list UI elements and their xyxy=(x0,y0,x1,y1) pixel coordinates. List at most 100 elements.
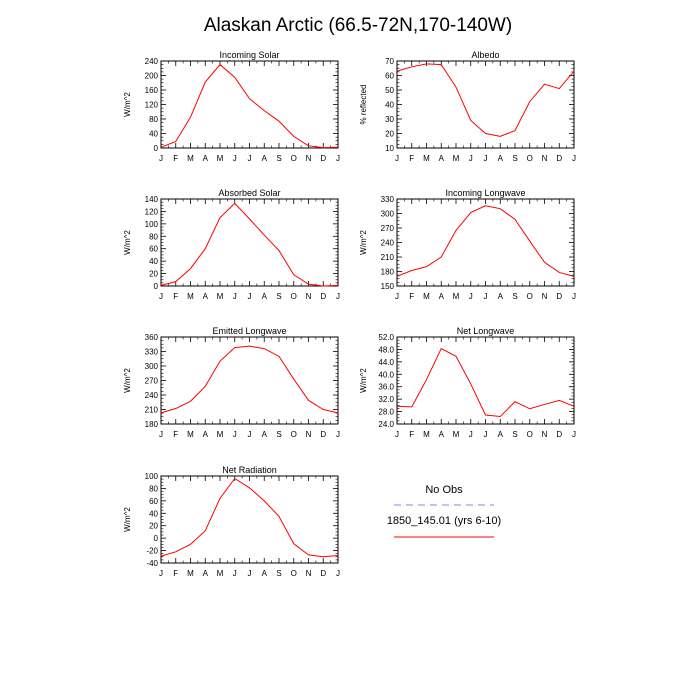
panel-incoming-longwave-series-line xyxy=(396,205,575,277)
panel-net-longwave-ytick-label: 40.0 xyxy=(378,370,394,379)
panel-albedo-xtick-label: N xyxy=(542,154,548,163)
panel-net-longwave-ytick-label: 44.0 xyxy=(378,358,394,367)
panel-net-longwave-ytick-label: 24.0 xyxy=(378,420,394,429)
panel-albedo-xtick-label: J xyxy=(572,154,576,163)
panel-net-radiation-ytick-label: 0 xyxy=(154,534,159,543)
panel-emitted-longwave-xtick-label: M xyxy=(187,430,194,439)
panel-albedo-xtick-label: A xyxy=(439,154,445,163)
panel-net-radiation-xtick-label: M xyxy=(187,569,194,578)
panel-incoming-solar-xtick-label: A xyxy=(203,154,209,163)
panel-net-longwave-xtick-label: J xyxy=(484,430,488,439)
panel-net-radiation-ylabel: W/m^2 xyxy=(123,507,132,532)
panel-emitted-longwave-xtick-label: M xyxy=(217,430,224,439)
panel-incoming-longwave-ytick-label: 300 xyxy=(381,210,395,219)
panel-incoming-longwave-xtick-label: M xyxy=(423,292,430,301)
panel-incoming-solar-xtick-label: F xyxy=(173,154,178,163)
panel-net-longwave-xtick-label: J xyxy=(395,430,399,439)
panel-albedo-xtick-label: M xyxy=(423,154,430,163)
panel-net-longwave-ytick-label: 28.0 xyxy=(378,408,394,417)
panel-incoming-solar-xtick-label: J xyxy=(233,154,237,163)
panel-incoming-longwave-xtick-label: J xyxy=(395,292,399,301)
panel-incoming-longwave-ytick-label: 150 xyxy=(381,282,395,291)
panel-absorbed-solar-ytick-label: 40 xyxy=(149,257,158,266)
panel-net-longwave-ylabel: W/m^2 xyxy=(359,368,368,393)
panel-emitted-longwave-series-line xyxy=(160,345,339,414)
panel-absorbed-solar-frame xyxy=(160,198,339,287)
panel-emitted-longwave-xtick-label: N xyxy=(306,430,312,439)
panel-emitted-longwave-xtick-label: J xyxy=(233,430,237,439)
panel-net-radiation-xtick-label: F xyxy=(173,569,178,578)
panel-incoming-longwave-xtick-label: D xyxy=(556,292,562,301)
panel-emitted-longwave-xtick-label: O xyxy=(291,430,297,439)
panel-incoming-solar-ytick-label: 40 xyxy=(149,130,158,139)
panel-albedo-xtick-label: O xyxy=(527,154,533,163)
panel-net-radiation-xtick-label: J xyxy=(233,569,237,578)
panel-emitted-longwave-xtick-label: A xyxy=(203,430,209,439)
legend-obs-label: No Obs xyxy=(425,484,463,496)
panel-net-radiation-ytick-label: 40 xyxy=(149,509,158,518)
panel-net-longwave-xtick-label: O xyxy=(527,430,533,439)
panel-incoming-solar-xtick-label: O xyxy=(291,154,297,163)
panel-emitted-longwave-ytick-label: 240 xyxy=(145,391,159,400)
panel-net-longwave-title: Net Longwave xyxy=(457,326,515,336)
panel-incoming-solar-xtick-label: J xyxy=(336,154,340,163)
panel-incoming-longwave-xtick-label: M xyxy=(453,292,460,301)
panel-incoming-solar-ytick-label: 120 xyxy=(145,101,159,110)
panel-incoming-solar-xtick-label: D xyxy=(320,154,326,163)
panel-net-radiation-frame xyxy=(160,475,339,564)
panel-absorbed-solar-xtick-label: O xyxy=(291,292,297,301)
panel-albedo-ytick-label: 30 xyxy=(385,115,394,124)
figure-title: Alaskan Arctic (66.5-72N,170-140W) xyxy=(204,15,512,36)
panel-incoming-longwave-ytick-label: 270 xyxy=(381,224,395,233)
panel-incoming-solar-ytick-label: 80 xyxy=(149,115,158,124)
panel-absorbed-solar-ytick-label: 80 xyxy=(149,232,158,241)
panel-net-longwave-xtick-label: J xyxy=(469,430,473,439)
panel-incoming-solar-ytick-label: 0 xyxy=(154,144,159,153)
panel-emitted-longwave-ytick-label: 330 xyxy=(145,348,159,357)
panel-absorbed-solar-xtick-label: S xyxy=(276,292,281,301)
panel-net-longwave-xtick-label: N xyxy=(542,430,548,439)
panel-incoming-solar-xtick-label: M xyxy=(187,154,194,163)
panel-albedo-series-line xyxy=(396,63,575,137)
panel-incoming-longwave-ytick-label: 240 xyxy=(381,239,395,248)
panel-net-radiation-xtick-label: O xyxy=(291,569,297,578)
panel-net-longwave-xtick-label: S xyxy=(512,430,517,439)
panel-emitted-longwave-xtick-label: F xyxy=(173,430,178,439)
panel-net-longwave-ytick-label: 48.0 xyxy=(378,345,394,354)
panel-incoming-longwave-xtick-label: S xyxy=(512,292,517,301)
panel-incoming-solar-xtick-label: M xyxy=(217,154,224,163)
panel-absorbed-solar-xtick-label: N xyxy=(306,292,312,301)
panel-absorbed-solar-xtick-label: J xyxy=(233,292,237,301)
panel-net-radiation-xtick-label: M xyxy=(217,569,224,578)
panel-emitted-longwave-xtick-label: J xyxy=(336,430,340,439)
panel-albedo-xtick-label: D xyxy=(556,154,562,163)
panel-absorbed-solar-ytick-label: 60 xyxy=(149,245,158,254)
panel-incoming-longwave-xtick-label: F xyxy=(409,292,414,301)
panel-net-radiation-series-line xyxy=(160,477,339,558)
panel-incoming-longwave-frame xyxy=(396,198,575,287)
panel-albedo-ytick-label: 40 xyxy=(385,101,394,110)
panel-absorbed-solar-xtick-label: A xyxy=(262,292,268,301)
panel-net-radiation-xtick-label: D xyxy=(320,569,326,578)
panel-incoming-solar-title: Incoming Solar xyxy=(219,50,279,60)
panel-net-longwave-xtick-label: M xyxy=(423,430,430,439)
panel-incoming-solar-series-line xyxy=(160,63,339,149)
panel-absorbed-solar-ylabel: W/m^2 xyxy=(123,230,132,255)
panel-absorbed-solar-ytick-label: 0 xyxy=(154,282,159,291)
legend-model-label: 1850_145.01 (yrs 6-10) xyxy=(387,515,501,527)
panel-absorbed-solar-xtick-label: M xyxy=(187,292,194,301)
panel-incoming-solar-xtick-label: S xyxy=(276,154,281,163)
panel-net-longwave-xtick-label: D xyxy=(556,430,562,439)
panel-emitted-longwave-xtick-label: D xyxy=(320,430,326,439)
panel-incoming-solar-xtick-label: N xyxy=(306,154,312,163)
panel-incoming-longwave-xtick-label: O xyxy=(527,292,533,301)
panel-net-longwave-ytick-label: 52.0 xyxy=(378,333,394,342)
panel-absorbed-solar-xtick-label: J xyxy=(336,292,340,301)
panel-albedo-xtick-label: S xyxy=(512,154,517,163)
panel-net-radiation-title: Net Radiation xyxy=(222,465,277,475)
